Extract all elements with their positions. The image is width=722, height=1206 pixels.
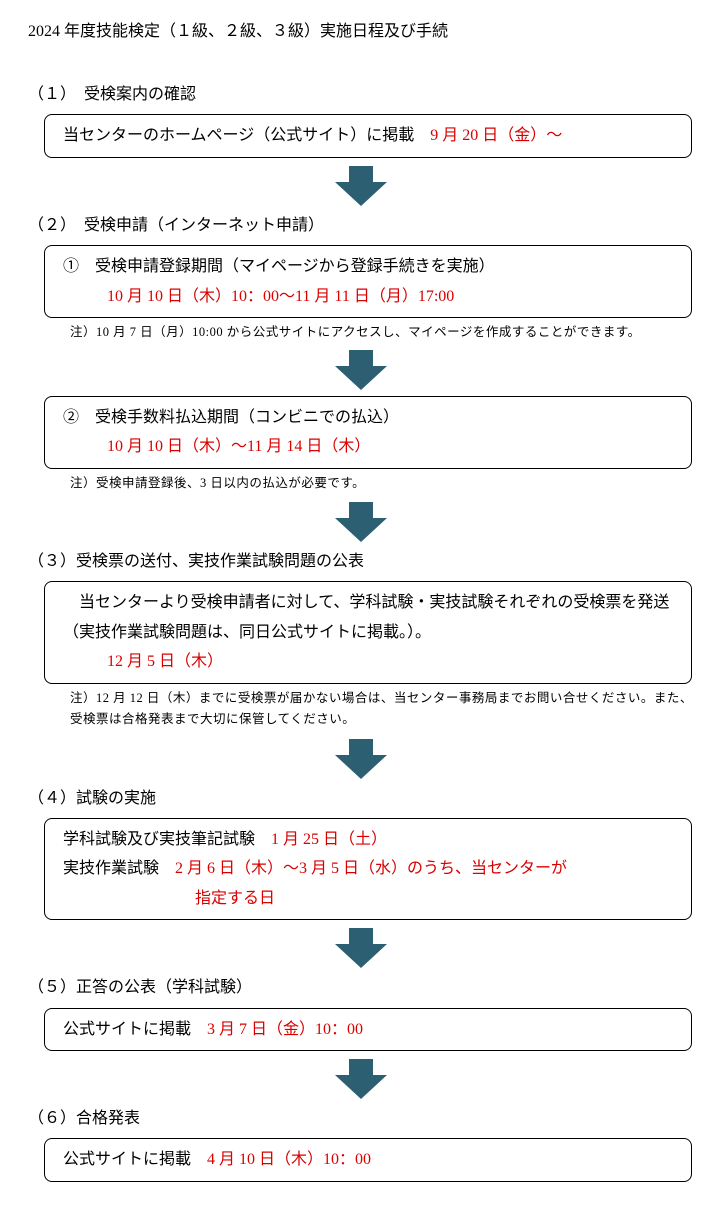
arrow-icon [28,737,694,781]
section-1-box: 当センターのホームページ（公式サイト）に掲載 9 月 20 日（金）～ [44,114,692,158]
section-2-heading: （２） 受検申請（インターネット申請） [28,212,694,239]
section-2-item1-date: 10 月 10 日（木）10：00～11 月 11 日（月）17:00 [107,282,673,312]
section-1-heading: （１） 受検案内の確認 [28,81,694,108]
section-2-box-1: ① 受検申請登録期間（マイページから登録手続きを実施） 10 月 10 日（木）… [44,245,692,318]
section-6: （６）合格発表 公式サイトに掲載 4 月 10 日（木）10：00 [28,1105,694,1182]
section-4-box: 学科試験及び実技筆記試験 1 月 25 日（土） 実技作業試験 2 月 6 日（… [44,818,692,921]
section-6-text: 公式サイトに掲載 [63,1151,207,1168]
section-4-line2-cont: 指定する日 [195,884,673,914]
section-2-item1: ① 受検申請登録期間（マイページから登録手続きを実施） [63,252,673,282]
section-2-box-2: ② 受検手数料払込期間（コンビニでの払込） 10 月 10 日（木）～11 月 … [44,396,692,469]
arrow-icon [28,164,694,208]
section-6-date: 4 月 10 日（木）10：00 [207,1151,371,1168]
page-title: 2024 年度技能検定（１級、２級、３級）実施日程及び手続 [28,18,694,45]
section-5: （５）正答の公表（学科試験） 公式サイトに掲載 3 月 7 日（金）10：00 [28,974,694,1051]
section-6-heading: （６）合格発表 [28,1105,694,1132]
arrow-icon [28,1057,694,1101]
section-3-text: 当センターより受検申請者に対して、学科試験・実技試験それぞれの受検票を発送（実技… [63,588,673,647]
section-3-date: 12 月 5 日（木） [107,647,673,677]
arrow-icon [28,926,694,970]
section-3-box: 当センターより受検申請者に対して、学科試験・実技試験それぞれの受検票を発送（実技… [44,581,692,684]
section-1-date: 9 月 20 日（金）～ [430,127,562,144]
section-4-heading: （４）試験の実施 [28,785,694,812]
section-4-line1-label: 学科試験及び実技筆記試験 [63,831,271,848]
section-6-box: 公式サイトに掲載 4 月 10 日（木）10：00 [44,1138,692,1182]
section-3: （３）受検票の送付、実技作業試験問題の公表 当センターより受検申請者に対して、学… [28,548,694,730]
arrow-icon [28,348,694,392]
section-2-note1: 注）10 月 7 日（月）10:00 から公式サイトにアクセスし、マイページを作… [70,322,694,343]
section-3-note: 注）12 月 12 日（木）までに受検票が届かない場合は、当センター事務局までお… [70,688,694,731]
section-1: （１） 受検案内の確認 当センターのホームページ（公式サイト）に掲載 9 月 2… [28,81,694,158]
section-4-line1-date: 1 月 25 日（土） [271,831,387,848]
section-4-line1: 学科試験及び実技筆記試験 1 月 25 日（土） [63,825,673,855]
section-5-text: 公式サイトに掲載 [63,1021,207,1038]
section-5-date: 3 月 7 日（金）10：00 [207,1021,363,1038]
section-1-text: 当センターのホームページ（公式サイト）に掲載 [63,127,430,144]
section-4-line2-label: 実技作業試験 [63,860,175,877]
section-2-item2: ② 受検手数料払込期間（コンビニでの払込） [63,403,673,433]
section-2-note2: 注）受検申請登録後、3 日以内の払込が必要です。 [70,473,694,494]
section-3-heading: （３）受検票の送付、実技作業試験問題の公表 [28,548,694,575]
section-5-box: 公式サイトに掲載 3 月 7 日（金）10：00 [44,1008,692,1052]
section-4-line2-date: 2 月 6 日（木）～3 月 5 日（水）のうち、当センターが [175,860,567,877]
section-4: （４）試験の実施 学科試験及び実技筆記試験 1 月 25 日（土） 実技作業試験… [28,785,694,921]
section-4-line2: 実技作業試験 2 月 6 日（木）～3 月 5 日（水）のうち、当センターが [63,854,673,884]
section-5-heading: （５）正答の公表（学科試験） [28,974,694,1001]
section-2-item2-date: 10 月 10 日（木）～11 月 14 日（木） [107,432,673,462]
arrow-icon [28,500,694,544]
section-2: （２） 受検申請（インターネット申請） ① 受検申請登録期間（マイページから登録… [28,212,694,494]
